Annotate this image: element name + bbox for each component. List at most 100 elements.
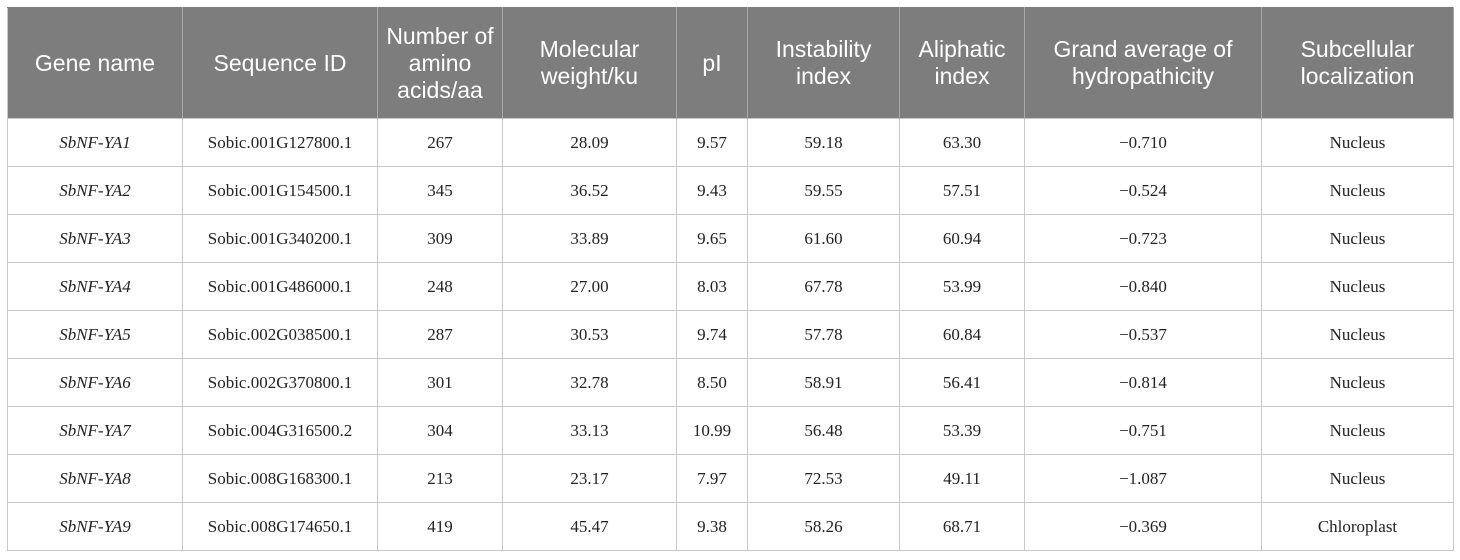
cell-instability-index: 58.91	[747, 358, 900, 407]
table-row: SbNF-YA9 Sobic.008G174650.1 419 45.47 9.38 58…	[7, 502, 1454, 551]
cell-molecular-weight: 45.47	[502, 502, 677, 551]
header-row: Gene name Sequence ID Number of amino ac…	[7, 7, 1454, 119]
cell-subcellular-localization: Nucleus	[1261, 358, 1454, 407]
cell-pi: 8.50	[676, 358, 748, 407]
cell-instability-index: 59.55	[747, 166, 900, 215]
cell-pi: 7.97	[676, 454, 748, 503]
cell-pi: 9.57	[676, 118, 748, 167]
table-row: SbNF-YA8 Sobic.008G168300.1 213 23.17 7.97 72…	[7, 454, 1454, 503]
cell-aliphatic-index: 63.30	[899, 118, 1025, 167]
table-row: SbNF-YA4 Sobic.001G486000.1 248 27.00 8.03 67…	[7, 262, 1454, 311]
cell-gene-name: SbNF-YA1	[7, 118, 183, 167]
table-row: SbNF-YA7 Sobic.004G316500.2 304 33.13 10.99 5…	[7, 406, 1454, 455]
cell-instability-index: 72.53	[747, 454, 900, 503]
cell-aliphatic-index: 60.94	[899, 214, 1025, 263]
table-container: Gene name Sequence ID Number of amino ac…	[7, 7, 1454, 551]
header-pi: pI	[676, 7, 748, 119]
table-row: SbNF-YA6 Sobic.002G370800.1 301 32.78 8.50 58…	[7, 358, 1454, 407]
cell-gene-name: SbNF-YA5	[7, 310, 183, 359]
table-row: SbNF-YA3 Sobic.001G340200.1 309 33.89 9.65 61…	[7, 214, 1454, 263]
cell-amino-acids: 213	[377, 454, 503, 503]
cell-subcellular-localization: Chloroplast	[1261, 502, 1454, 551]
cell-amino-acids: 345	[377, 166, 503, 215]
cell-instability-index: 59.18	[747, 118, 900, 167]
cell-pi: 9.65	[676, 214, 748, 263]
cell-molecular-weight: 36.52	[502, 166, 677, 215]
cell-molecular-weight: 28.09	[502, 118, 677, 167]
cell-gravy: −0.723	[1024, 214, 1262, 263]
cell-gene-name: SbNF-YA9	[7, 502, 183, 551]
cell-amino-acids: 287	[377, 310, 503, 359]
cell-aliphatic-index: 57.51	[899, 166, 1025, 215]
cell-gravy: −0.710	[1024, 118, 1262, 167]
cell-pi: 8.03	[676, 262, 748, 311]
cell-subcellular-localization: Nucleus	[1261, 262, 1454, 311]
protein-properties-table: Gene name Sequence ID Number of amino ac…	[7, 7, 1454, 551]
cell-subcellular-localization: Nucleus	[1261, 454, 1454, 503]
cell-molecular-weight: 33.89	[502, 214, 677, 263]
cell-pi: 9.74	[676, 310, 748, 359]
cell-amino-acids: 301	[377, 358, 503, 407]
table-row: SbNF-YA5 Sobic.002G038500.1 287 30.53 9.74 57…	[7, 310, 1454, 359]
cell-gene-name: SbNF-YA6	[7, 358, 183, 407]
header-gene-name: Gene name	[7, 7, 183, 119]
cell-aliphatic-index: 56.41	[899, 358, 1025, 407]
header-gravy: Grand average of hydropathicity	[1024, 7, 1262, 119]
cell-aliphatic-index: 53.99	[899, 262, 1025, 311]
table-row: SbNF-YA1 Sobic.001G127800.1 267 28.09 9.57 59…	[7, 118, 1454, 167]
cell-subcellular-localization: Nucleus	[1261, 214, 1454, 263]
cell-gene-name: SbNF-YA2	[7, 166, 183, 215]
cell-gravy: −0.537	[1024, 310, 1262, 359]
cell-molecular-weight: 30.53	[502, 310, 677, 359]
cell-aliphatic-index: 68.71	[899, 502, 1025, 551]
cell-pi: 9.43	[676, 166, 748, 215]
cell-aliphatic-index: 60.84	[899, 310, 1025, 359]
cell-amino-acids: 309	[377, 214, 503, 263]
cell-gravy: −1.087	[1024, 454, 1262, 503]
header-subcellular-localization: Subcellular localization	[1261, 7, 1454, 119]
cell-instability-index: 56.48	[747, 406, 900, 455]
header-sequence-id: Sequence ID	[182, 7, 378, 119]
table-body: SbNF-YA1 Sobic.001G127800.1 267 28.09 9.57 59…	[7, 118, 1454, 551]
cell-amino-acids: 304	[377, 406, 503, 455]
cell-sequence-id: Sobic.001G154500.1	[182, 166, 378, 215]
cell-pi: 9.38	[676, 502, 748, 551]
header-instability-index: Instability index	[747, 7, 900, 119]
cell-molecular-weight: 23.17	[502, 454, 677, 503]
cell-sequence-id: Sobic.002G038500.1	[182, 310, 378, 359]
header-molecular-weight: Molecular weight/ku	[502, 7, 677, 119]
cell-sequence-id: Sobic.004G316500.2	[182, 406, 378, 455]
cell-molecular-weight: 32.78	[502, 358, 677, 407]
cell-pi: 10.99	[676, 406, 748, 455]
cell-molecular-weight: 27.00	[502, 262, 677, 311]
cell-instability-index: 61.60	[747, 214, 900, 263]
cell-gravy: −0.369	[1024, 502, 1262, 551]
cell-sequence-id: Sobic.008G168300.1	[182, 454, 378, 503]
header-aliphatic-index: Aliphatic index	[899, 7, 1025, 119]
cell-subcellular-localization: Nucleus	[1261, 310, 1454, 359]
cell-gene-name: SbNF-YA7	[7, 406, 183, 455]
cell-gravy: −0.751	[1024, 406, 1262, 455]
cell-instability-index: 67.78	[747, 262, 900, 311]
cell-aliphatic-index: 49.11	[899, 454, 1025, 503]
cell-gene-name: SbNF-YA4	[7, 262, 183, 311]
cell-gene-name: SbNF-YA8	[7, 454, 183, 503]
cell-sequence-id: Sobic.008G174650.1	[182, 502, 378, 551]
cell-gene-name: SbNF-YA3	[7, 214, 183, 263]
cell-aliphatic-index: 53.39	[899, 406, 1025, 455]
cell-gravy: −0.524	[1024, 166, 1262, 215]
cell-amino-acids: 267	[377, 118, 503, 167]
header-amino-acids: Number of amino acids/aa	[377, 7, 503, 119]
table-row: SbNF-YA2 Sobic.001G154500.1 345 36.52 9.43 59…	[7, 166, 1454, 215]
cell-amino-acids: 419	[377, 502, 503, 551]
cell-subcellular-localization: Nucleus	[1261, 118, 1454, 167]
cell-subcellular-localization: Nucleus	[1261, 166, 1454, 215]
cell-instability-index: 57.78	[747, 310, 900, 359]
cell-molecular-weight: 33.13	[502, 406, 677, 455]
cell-instability-index: 58.26	[747, 502, 900, 551]
cell-sequence-id: Sobic.001G340200.1	[182, 214, 378, 263]
cell-gravy: −0.814	[1024, 358, 1262, 407]
cell-sequence-id: Sobic.001G486000.1	[182, 262, 378, 311]
cell-subcellular-localization: Nucleus	[1261, 406, 1454, 455]
cell-gravy: −0.840	[1024, 262, 1262, 311]
